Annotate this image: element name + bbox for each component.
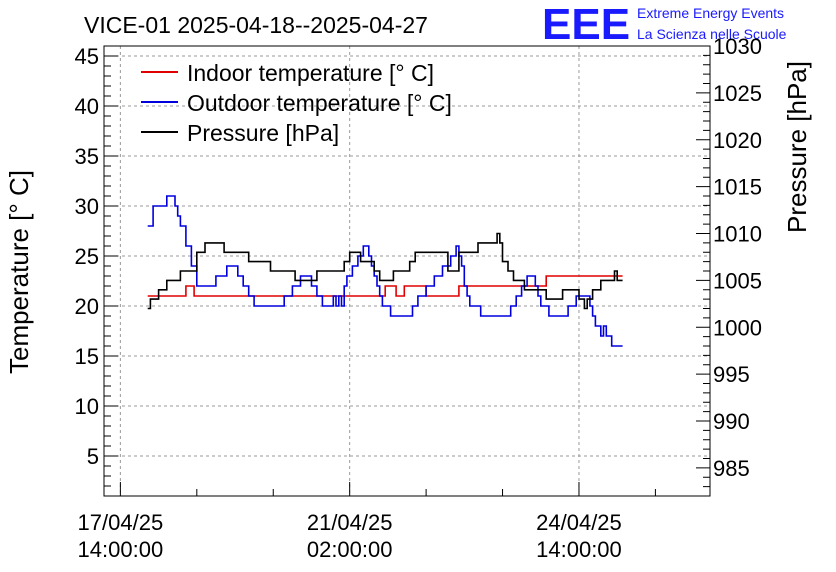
series-line-2 [147, 232, 623, 310]
logo-line-1: Extreme Energy Events [637, 5, 784, 21]
grid-lines [104, 46, 710, 496]
x-tick-time: 14:00:00 [78, 537, 164, 562]
y2-tick-label: 1010 [713, 222, 762, 247]
series-line-0 [147, 275, 623, 297]
y-tick-label: 15 [75, 344, 99, 369]
legend: Indoor temperature [° C] Outdoor temperat… [141, 60, 452, 146]
y-axis-title: Temperature [° C] [4, 170, 34, 374]
y2-tick-label: 1020 [713, 128, 762, 153]
x-tick-date: 21/04/25 [307, 510, 393, 535]
legend-label-1: Outdoor temperature [° C] [187, 90, 452, 116]
time-axis: 17/04/2514:00:0021/04/2502:00:0024/04/25… [78, 482, 656, 562]
y2-tick-label: 990 [713, 409, 750, 434]
y2-tick-label: 985 [713, 456, 750, 481]
legend-label-2: Pressure [hPa] [187, 120, 339, 146]
y-tick-label: 30 [75, 194, 99, 219]
x-tick-date: 17/04/25 [78, 510, 164, 535]
logo-mark: EEE [542, 0, 630, 49]
x-tick-time: 02:00:00 [307, 537, 393, 562]
x-tick-time: 14:00:00 [536, 537, 622, 562]
y2-tick-label: 1015 [713, 175, 762, 200]
y-tick-label: 5 [87, 444, 99, 469]
y2-tick-label: 1005 [713, 268, 762, 293]
chart-title: VICE-01 2025-04-18--2025-04-27 [84, 12, 428, 38]
legend-label-0: Indoor temperature [° C] [187, 60, 434, 86]
y-tick-label: 25 [75, 244, 99, 269]
series-layer [147, 195, 623, 347]
y-tick-label: 40 [75, 94, 99, 119]
left-axis: 5 10 15 20 25 30 35 40 45 [75, 44, 118, 497]
x-tick-date: 24/04/25 [536, 510, 622, 535]
eee-logo: EEE Extreme Energy Events La Scienza nel… [542, 0, 787, 49]
y2-tick-label: 1030 [713, 34, 762, 59]
y2-tick-label: 1000 [713, 315, 762, 340]
y-tick-label: 20 [75, 294, 99, 319]
y-tick-label: 10 [75, 394, 99, 419]
right-axis: 985 990 995 1000 1005 1010 1015 1020 1025 1030 [696, 34, 762, 497]
logo-line-2: La Scienza nelle Scuole [637, 26, 787, 42]
y2-tick-label: 1025 [713, 81, 762, 106]
series-line-1 [147, 195, 623, 347]
y-tick-label: 45 [75, 44, 99, 69]
y-tick-label: 35 [75, 144, 99, 169]
y2-axis-title: Pressure [hPa] [782, 61, 812, 233]
y2-tick-label: 995 [713, 362, 750, 387]
